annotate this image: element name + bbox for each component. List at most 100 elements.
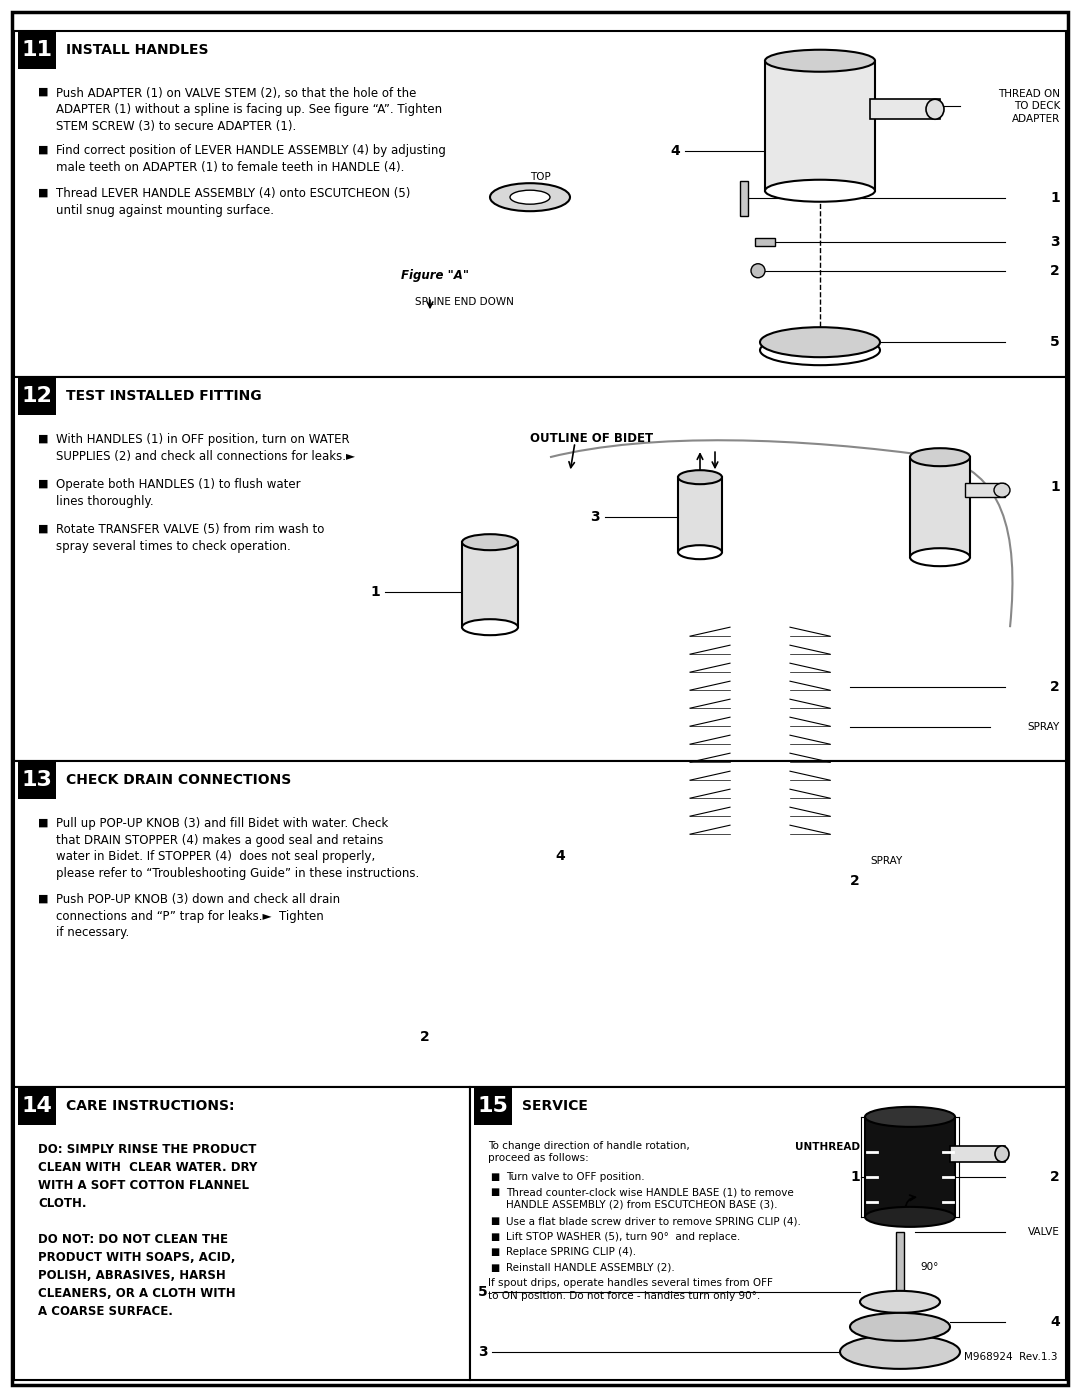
Text: ■: ■	[38, 87, 49, 96]
Text: 3: 3	[1051, 235, 1059, 249]
Text: 1: 1	[850, 1169, 860, 1183]
Ellipse shape	[765, 50, 875, 71]
Text: Use a flat blade screw driver to remove SPRING CLIP (4).: Use a flat blade screw driver to remove …	[505, 1217, 800, 1227]
Text: ■: ■	[490, 1217, 499, 1227]
Bar	[678, 478, 723, 552]
Bar	[18, 377, 56, 415]
Text: TOP: TOP	[529, 172, 551, 182]
Text: 5: 5	[1050, 335, 1059, 349]
Ellipse shape	[760, 327, 880, 358]
Circle shape	[751, 264, 765, 278]
Text: 15: 15	[477, 1095, 509, 1116]
Text: 11: 11	[22, 39, 53, 60]
Ellipse shape	[910, 448, 970, 467]
Text: 90°: 90°	[920, 1261, 939, 1271]
Text: 13: 13	[22, 770, 53, 791]
Text: Thread counter-clock wise HANDLE BASE (1) to remove
HANDLE ASSEMBLY (2) from ESC: Thread counter-clock wise HANDLE BASE (1…	[505, 1187, 794, 1210]
Text: ■: ■	[38, 478, 49, 488]
Bar	[14, 761, 1066, 1087]
Text: 4: 4	[671, 144, 680, 158]
Text: Rotate TRANSFER VALVE (5) from rim wash to
spray several times to check operatio: Rotate TRANSFER VALVE (5) from rim wash …	[56, 524, 324, 553]
Bar	[462, 542, 518, 627]
Ellipse shape	[760, 335, 880, 365]
Text: 2: 2	[1050, 264, 1059, 278]
Text: Lift STOP WASHER (5), turn 90°  and replace.: Lift STOP WASHER (5), turn 90° and repla…	[505, 1232, 740, 1242]
Bar	[14, 31, 1066, 377]
Ellipse shape	[490, 183, 570, 211]
Ellipse shape	[995, 1146, 1009, 1162]
Text: 14: 14	[22, 1095, 53, 1116]
Ellipse shape	[910, 548, 970, 566]
Text: 12: 12	[22, 386, 53, 407]
Ellipse shape	[860, 1291, 940, 1313]
Text: Find correct position of LEVER HANDLE ASSEMBLY (4) by adjusting
male teeth on AD: Find correct position of LEVER HANDLE AS…	[56, 144, 446, 173]
Bar	[470, 1087, 1066, 1380]
Text: 4: 4	[1050, 1315, 1059, 1329]
Text: THREAD ON
TO DECK
ADAPTER: THREAD ON TO DECK ADAPTER	[998, 89, 1059, 123]
Bar	[755, 237, 775, 246]
Text: ■: ■	[38, 187, 49, 197]
Text: DO: SIMPLY RINSE THE PRODUCT
CLEAN WITH  CLEAR WATER. DRY
WITH A SOFT COTTON FLA: DO: SIMPLY RINSE THE PRODUCT CLEAN WITH …	[38, 1143, 257, 1317]
Text: ■: ■	[490, 1187, 499, 1197]
Text: INSTALL HANDLES: INSTALL HANDLES	[66, 43, 208, 57]
Text: Figure "A": Figure "A"	[401, 270, 469, 282]
Bar	[18, 761, 56, 799]
Text: 1: 1	[1050, 191, 1059, 205]
Text: VALVE: VALVE	[1028, 1227, 1059, 1236]
Ellipse shape	[678, 545, 723, 559]
Text: SERVICE: SERVICE	[522, 1099, 588, 1113]
Text: ■: ■	[38, 817, 49, 827]
Ellipse shape	[865, 1207, 955, 1227]
Text: 3: 3	[591, 510, 600, 524]
Bar	[14, 1087, 470, 1380]
Text: CARE INSTRUCTIONS:: CARE INSTRUCTIONS:	[66, 1099, 234, 1113]
Bar	[14, 377, 1066, 761]
Bar	[474, 1087, 512, 1125]
Text: 5: 5	[478, 1285, 488, 1299]
Text: With HANDLES (1) in OFF position, turn on WATER
SUPPLIES (2) and check all conne: With HANDLES (1) in OFF position, turn o…	[56, 433, 355, 462]
Ellipse shape	[840, 1336, 960, 1369]
Ellipse shape	[994, 483, 1010, 497]
Text: TEST INSTALLED FITTING: TEST INSTALLED FITTING	[66, 390, 261, 404]
Text: SPLINE END DOWN: SPLINE END DOWN	[415, 298, 514, 307]
Text: OUTLINE OF BIDET: OUTLINE OF BIDET	[530, 432, 653, 446]
Ellipse shape	[765, 180, 875, 201]
Bar	[865, 1116, 955, 1217]
Text: ■: ■	[38, 433, 49, 443]
Text: Pull up POP-UP KNOB (3) and fill Bidet with water. Check
that DRAIN STOPPER (4) : Pull up POP-UP KNOB (3) and fill Bidet w…	[56, 817, 419, 880]
Text: ■: ■	[38, 144, 49, 154]
Text: ■: ■	[490, 1232, 499, 1242]
Text: ■: ■	[490, 1248, 499, 1257]
Text: 2: 2	[1050, 680, 1059, 694]
Text: If spout drips, operate handles several times from OFF
to ON position. Do not fo: If spout drips, operate handles several …	[488, 1278, 772, 1301]
Bar	[896, 1232, 904, 1292]
Text: CHECK DRAIN CONNECTIONS: CHECK DRAIN CONNECTIONS	[66, 774, 292, 788]
Text: 2: 2	[1050, 1169, 1059, 1183]
Bar	[950, 1146, 1005, 1162]
Text: 4: 4	[555, 849, 565, 863]
Text: UNTHREAD: UNTHREAD	[795, 1141, 860, 1153]
Bar	[740, 180, 748, 215]
Text: 1: 1	[1050, 481, 1059, 495]
Bar	[870, 99, 940, 119]
Ellipse shape	[462, 534, 518, 550]
Ellipse shape	[510, 190, 550, 204]
Bar	[910, 457, 970, 557]
Text: Operate both HANDLES (1) to flush water
lines thoroughly.: Operate both HANDLES (1) to flush water …	[56, 478, 300, 507]
Text: ■: ■	[38, 524, 49, 534]
Text: Push ADAPTER (1) on VALVE STEM (2), so that the hole of the
ADAPTER (1) without : Push ADAPTER (1) on VALVE STEM (2), so t…	[56, 87, 442, 133]
Ellipse shape	[678, 471, 723, 485]
Bar	[18, 1087, 56, 1125]
Text: Reinstall HANDLE ASSEMBLY (2).: Reinstall HANDLE ASSEMBLY (2).	[505, 1263, 675, 1273]
Ellipse shape	[462, 619, 518, 636]
Text: SPRAY: SPRAY	[1028, 722, 1059, 732]
Text: To change direction of handle rotation,
proceed as follows:: To change direction of handle rotation, …	[488, 1141, 689, 1164]
Text: Push POP-UP KNOB (3) down and check all drain
connections and “P” trap for leaks: Push POP-UP KNOB (3) down and check all …	[56, 893, 340, 939]
Bar	[18, 31, 56, 68]
Text: Turn valve to OFF position.: Turn valve to OFF position.	[505, 1172, 645, 1182]
Text: M968924  Rev.1.3: M968924 Rev.1.3	[964, 1352, 1058, 1362]
Text: ■: ■	[490, 1263, 499, 1273]
Text: SPRAY: SPRAY	[870, 856, 902, 866]
Bar	[966, 483, 1005, 497]
Ellipse shape	[850, 1313, 950, 1341]
